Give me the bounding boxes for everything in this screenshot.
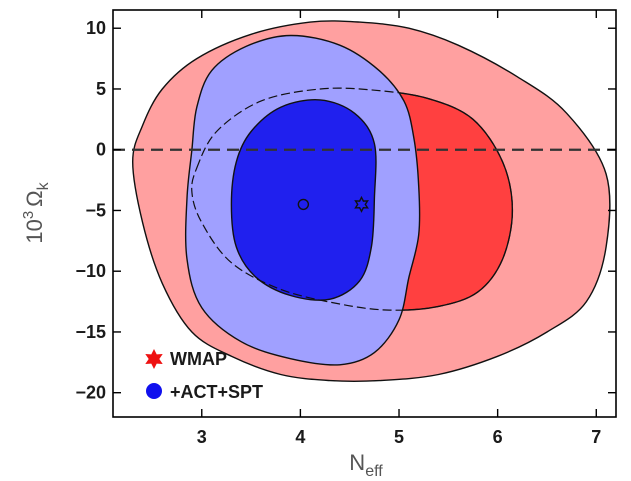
y-tick-label: −5 bbox=[85, 200, 106, 220]
legend-act-spt-marker bbox=[146, 383, 162, 399]
x-axis-label: Neff bbox=[349, 450, 383, 480]
legend-wmap-label: WMAP bbox=[170, 349, 227, 369]
legend: WMAP +ACT+SPT bbox=[145, 349, 263, 402]
act-spt-best-fit-marker bbox=[297, 198, 310, 211]
x-axis: 3 4 5 6 7 bbox=[197, 10, 601, 447]
legend-wmap-marker bbox=[145, 349, 163, 369]
y-axis: 10 5 0 −5 −10 −15 −20 bbox=[75, 18, 616, 403]
y-tick-label: −20 bbox=[75, 383, 106, 403]
y-tick-label: 5 bbox=[96, 79, 106, 99]
y-axis-label: 103Ωk bbox=[20, 181, 52, 243]
legend-act-spt-label: +ACT+SPT bbox=[170, 382, 263, 402]
plot-frame bbox=[112, 9, 617, 418]
x-tick-label: 4 bbox=[295, 427, 305, 447]
wmap-contour-68-overlay bbox=[191, 87, 514, 311]
x-tick-label: 7 bbox=[591, 427, 601, 447]
y-tick-label: 0 bbox=[96, 140, 106, 160]
wmap-best-fit-marker bbox=[354, 195, 369, 213]
x-tick-label: 6 bbox=[493, 427, 503, 447]
y-tick-label: −15 bbox=[75, 322, 106, 342]
x-tick-label: 5 bbox=[394, 427, 404, 447]
x-tick-label: 3 bbox=[197, 427, 207, 447]
y-tick-label: −10 bbox=[75, 261, 106, 281]
y-tick-label: 10 bbox=[86, 18, 106, 38]
